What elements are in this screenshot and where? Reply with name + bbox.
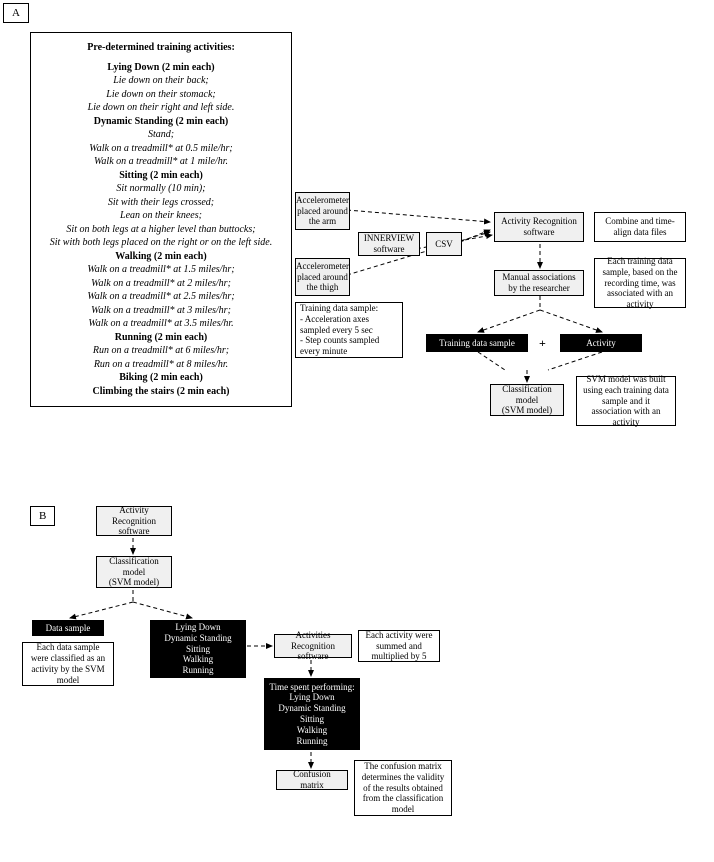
data-sample-box: Data sample	[32, 620, 104, 636]
act-3-2: Walk on a treadmill* at 2.5 miles/hr;	[43, 290, 279, 304]
panel-b-label: B	[30, 506, 55, 526]
tds-box: Training data sample	[426, 334, 528, 352]
training-note-box: Training data sample: - Acceleration axe…	[295, 302, 403, 358]
csv-box: CSV	[426, 232, 462, 256]
data-note-box: Each data sample were classified as an a…	[22, 642, 114, 686]
act-2-4: Sit with both legs placed on the right o…	[43, 236, 279, 250]
confusion-note-box: The confusion matrix determines the vali…	[354, 760, 452, 816]
activities-box: Pre-determined training activities: Lyin…	[30, 32, 292, 407]
act-2-2: Lean on their knees;	[43, 209, 279, 223]
innerview-box: INNERVIEW software	[358, 232, 420, 256]
group-h-1: Dynamic Standing (2 min each)	[43, 115, 279, 129]
activities-title: Pre-determined training activities:	[43, 41, 279, 55]
svm-note-box: SVM model was built using each training …	[576, 376, 676, 426]
ars-a: Activity Recognition software	[494, 212, 584, 242]
svm-box-b: Classification model (SVM model)	[96, 556, 172, 588]
group-h-5: Biking (2 min each)	[43, 371, 279, 385]
act-4-1: Run on a treadmill* at 8 miles/hr.	[43, 358, 279, 372]
plus-sign: +	[539, 336, 546, 351]
act-2-0: Sit normally (10 min);	[43, 182, 279, 196]
act-2-1: Sit with their legs crossed;	[43, 196, 279, 210]
act-3-4: Walk on a treadmill* at 3.5 miles/hr.	[43, 317, 279, 331]
group-h-2: Sitting (2 min each)	[43, 169, 279, 183]
act-1-0: Stand;	[43, 128, 279, 142]
act-0-2: Lie down on their right and left side.	[43, 101, 279, 115]
activity-box: Activity	[560, 334, 642, 352]
ars-b: Activity Recognition software	[96, 506, 172, 536]
manual-note-box: Each training data sample, based on the …	[594, 258, 686, 308]
classes-box: Lying Down Dynamic Standing Sitting Walk…	[150, 620, 246, 678]
manual-box: Manual associations by the researcher	[494, 270, 584, 296]
act-0-0: Lie down on their back;	[43, 74, 279, 88]
accel-arm-box: Accelerometer placed around the arm	[295, 192, 350, 230]
group-h-3: Walking (2 min each)	[43, 250, 279, 264]
act-1-2: Walk on a treadmill* at 1 mile/hr.	[43, 155, 279, 169]
act-3-1: Walk on a treadmill* at 2 miles/hr;	[43, 277, 279, 291]
time-spent-box: Time spent performing: Lying Down Dynami…	[264, 678, 360, 750]
accel-thigh-box: Accelerometer placed around the thigh	[295, 258, 350, 296]
group-h-4: Running (2 min each)	[43, 331, 279, 345]
confusion-box: Confusion matrix	[276, 770, 348, 790]
act-3-0: Walk on a treadmill* at 1.5 miles/hr;	[43, 263, 279, 277]
act-4-0: Run on a treadmill* at 6 miles/hr;	[43, 344, 279, 358]
act-2-3: Sit on both legs at a higher level than …	[43, 223, 279, 237]
act-1-1: Walk on a treadmill* at 0.5 mile/hr;	[43, 142, 279, 156]
group-h-6: Climbing the stairs (2 min each)	[43, 385, 279, 399]
group-h-0: Lying Down (2 min each)	[43, 61, 279, 75]
combine-box: Combine and time-align data files	[594, 212, 686, 242]
act-0-1: Lie down on their stomack;	[43, 88, 279, 102]
act-3-3: Walk on a treadmill* at 3 miles/hr;	[43, 304, 279, 318]
panel-a-label: A	[3, 3, 29, 23]
svm-box-a: Classification model (SVM model)	[490, 384, 564, 416]
sum-note-box: Each activity were summed and multiplied…	[358, 630, 440, 662]
ars2-box: Activities Recognition software	[274, 634, 352, 658]
